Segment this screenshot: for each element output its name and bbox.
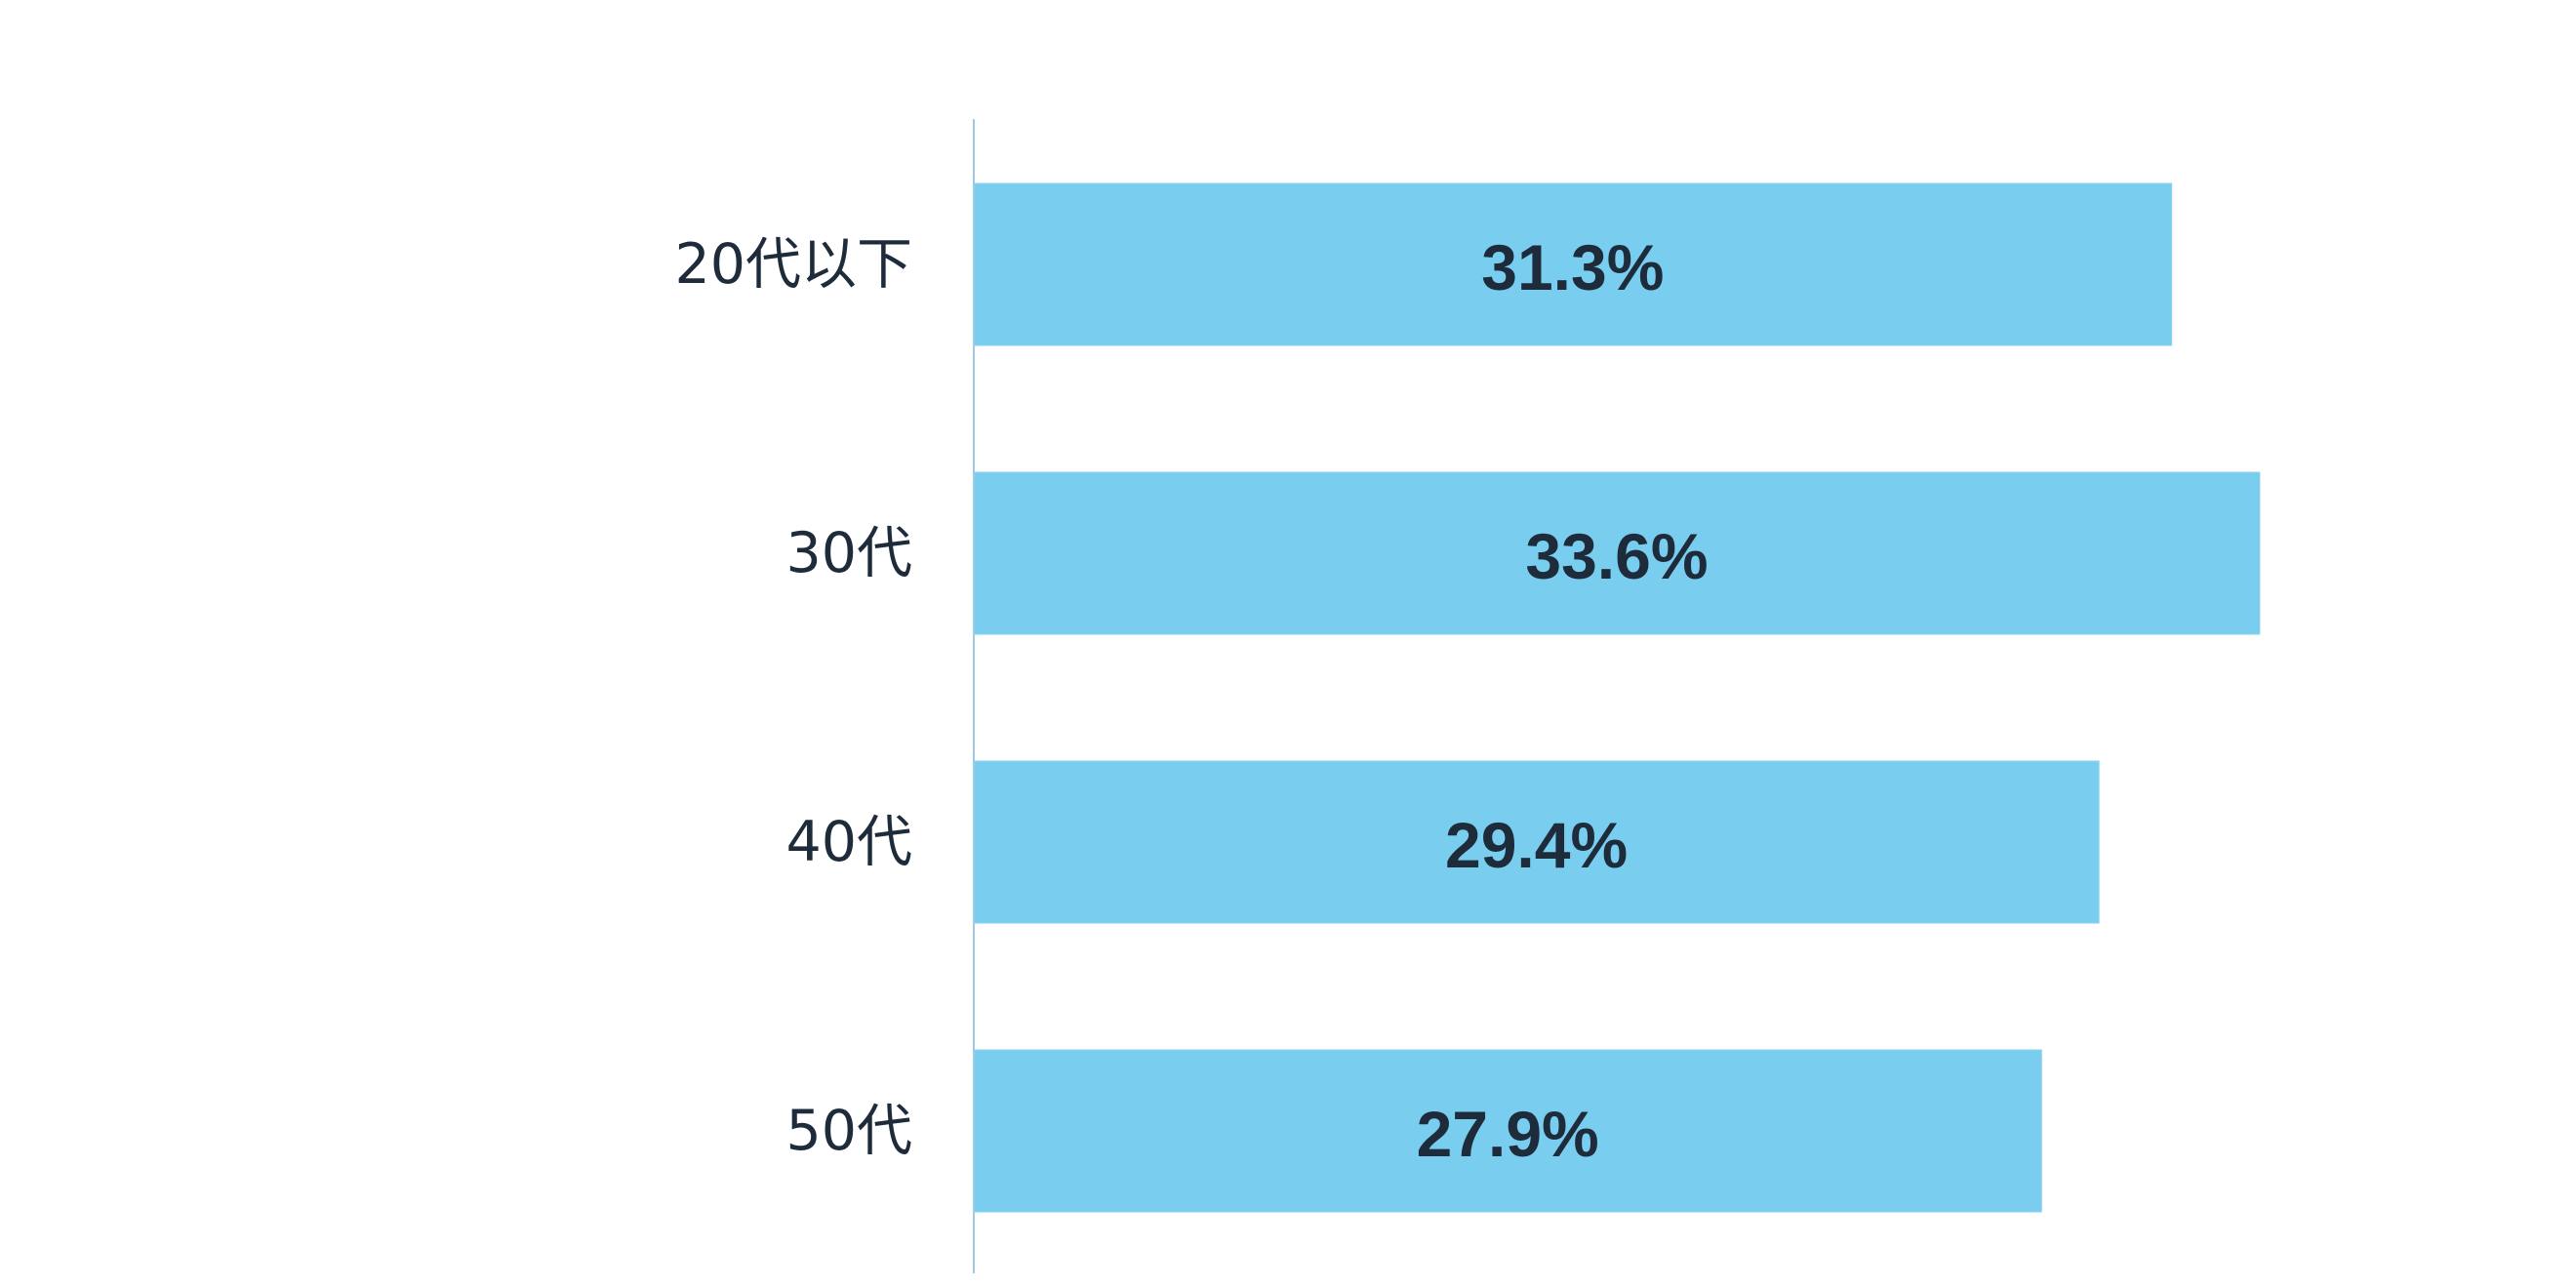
category-label: 40代	[785, 810, 912, 874]
data-label: 29.4%	[1445, 809, 1628, 881]
bar	[973, 471, 2261, 635]
data-label: 31.3%	[1481, 231, 1664, 303]
data-label: 27.9%	[1417, 1098, 1599, 1170]
bar	[973, 760, 2100, 924]
category-label: 50代	[785, 1099, 912, 1163]
data-label: 33.6%	[1525, 520, 1708, 592]
category-label: 30代	[785, 521, 912, 585]
category-label: 20代以下	[674, 232, 912, 297]
bar	[973, 182, 2173, 346]
bar	[973, 1049, 2042, 1213]
